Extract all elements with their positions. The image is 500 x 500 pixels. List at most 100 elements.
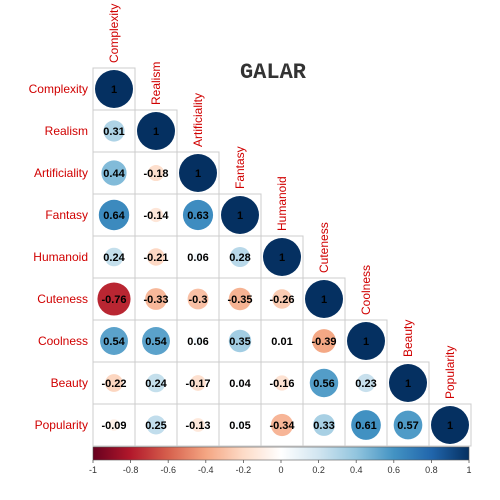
corr-circle — [142, 327, 170, 355]
column-label: Humanoid — [275, 176, 289, 231]
corr-value-label: -0.16 — [269, 378, 294, 390]
corr-circle — [393, 410, 423, 440]
column-label: Popularity — [443, 346, 457, 399]
corr-circle — [147, 248, 165, 266]
corr-value-label: 0.44 — [103, 168, 125, 180]
corr-circle — [229, 246, 251, 268]
corr-value-label: 1 — [111, 84, 117, 96]
column-label: Artificiality — [191, 93, 205, 147]
corr-value-label: 0.61 — [355, 420, 376, 432]
corr-circle — [179, 154, 217, 192]
corr-circle — [309, 368, 339, 398]
corr-circle — [274, 375, 290, 391]
corr-value-label: 0.01 — [271, 336, 292, 348]
colorbar-tick-label: -0.6 — [160, 465, 176, 475]
corr-circle — [228, 287, 252, 311]
corr-value-label: 0.04 — [229, 378, 251, 390]
colorbar-tick-label: 1 — [466, 465, 471, 475]
row-label: Cuteness — [37, 292, 88, 306]
corr-circle — [356, 373, 376, 393]
corr-value-label: 0.06 — [187, 336, 208, 348]
corr-circle — [272, 289, 292, 309]
column-label: Cuteness — [317, 222, 331, 273]
corr-circle — [105, 374, 123, 392]
corr-value-label: 0.28 — [229, 252, 250, 264]
corr-value-label: 0.31 — [103, 126, 124, 138]
row-label: Beauty — [51, 376, 88, 390]
corr-circle — [146, 415, 166, 435]
colorbar-tick-label: 0 — [278, 465, 283, 475]
corr-circle — [305, 280, 343, 318]
column-label: Fantasy — [233, 146, 247, 189]
corr-circle — [100, 327, 128, 355]
corr-circle — [137, 112, 175, 150]
corr-circle — [270, 413, 294, 437]
corr-circle — [103, 120, 125, 142]
corr-value-label: -0.35 — [227, 294, 252, 306]
row-label: Artificiality — [34, 166, 88, 180]
corr-circle — [280, 339, 284, 343]
corr-value-label: 0.54 — [103, 336, 125, 348]
row-label: Coolness — [38, 334, 88, 348]
corr-circle — [182, 199, 214, 231]
corr-circle — [313, 414, 335, 436]
corr-circle — [351, 410, 381, 440]
colorbar-tick-label: 0.8 — [425, 465, 438, 475]
colorbar-tick-label: -0.8 — [123, 465, 139, 475]
row-label: Humanoid — [33, 250, 88, 264]
corr-value-label: -0.34 — [269, 420, 295, 432]
corr-circle — [347, 322, 385, 360]
corr-value-label: -0.39 — [311, 336, 336, 348]
corr-circle — [187, 288, 209, 310]
corr-value-label: -0.14 — [143, 210, 169, 222]
corr-value-label: 0.33 — [313, 420, 334, 432]
corr-value-label: 0.24 — [145, 378, 167, 390]
corr-circle — [235, 420, 245, 430]
corr-value-label: 0.54 — [145, 336, 167, 348]
colorbar-tick-label: 0.6 — [388, 465, 401, 475]
corr-circle — [193, 252, 203, 262]
corr-value-label: -0.33 — [143, 294, 168, 306]
corr-value-label: 1 — [153, 126, 159, 138]
colorbar-tick-label: 0.4 — [350, 465, 363, 475]
corr-value-label: 1 — [405, 378, 411, 390]
corr-circle — [312, 329, 336, 353]
corr-value-label: 1 — [447, 420, 453, 432]
corr-value-label: 0.57 — [397, 420, 418, 432]
colorbar-tick-label: -0.4 — [198, 465, 214, 475]
corr-value-label: -0.13 — [185, 420, 210, 432]
corr-circle — [98, 199, 130, 231]
corr-circle — [190, 375, 206, 391]
corr-circle — [146, 373, 166, 393]
corr-value-label: 0.64 — [103, 210, 125, 222]
corr-value-label: -0.22 — [101, 378, 126, 390]
corr-value-label: -0.26 — [269, 294, 294, 306]
corr-circle — [236, 379, 244, 387]
corr-value-label: 1 — [321, 294, 327, 306]
corr-circle — [101, 160, 127, 186]
corr-value-label: -0.17 — [185, 378, 210, 390]
corr-value-label: 1 — [363, 336, 369, 348]
corr-value-label: 0.35 — [229, 336, 250, 348]
chart-title: GALAR — [239, 60, 306, 85]
corr-value-label: -0.3 — [189, 294, 208, 306]
corr-value-label: -0.18 — [143, 168, 168, 180]
corr-circle — [97, 282, 131, 316]
column-label: Realism — [149, 62, 163, 105]
corr-circle — [228, 329, 252, 353]
corr-circle — [147, 164, 165, 182]
corr-value-label: 0.25 — [145, 420, 166, 432]
corr-circle — [431, 406, 469, 444]
corr-value-label: 0.56 — [313, 378, 334, 390]
column-label: Complexity — [107, 4, 121, 63]
corr-circle — [221, 196, 259, 234]
corr-value-label: 1 — [195, 168, 201, 180]
row-label: Complexity — [29, 82, 88, 96]
colorbar-tick-label: 0.2 — [312, 465, 325, 475]
corr-circle — [104, 247, 124, 267]
row-label: Fantasy — [45, 208, 88, 222]
corr-circle — [95, 70, 133, 108]
corr-value-label: 0.63 — [187, 210, 208, 222]
colorbar-tick-label: -0.2 — [236, 465, 252, 475]
